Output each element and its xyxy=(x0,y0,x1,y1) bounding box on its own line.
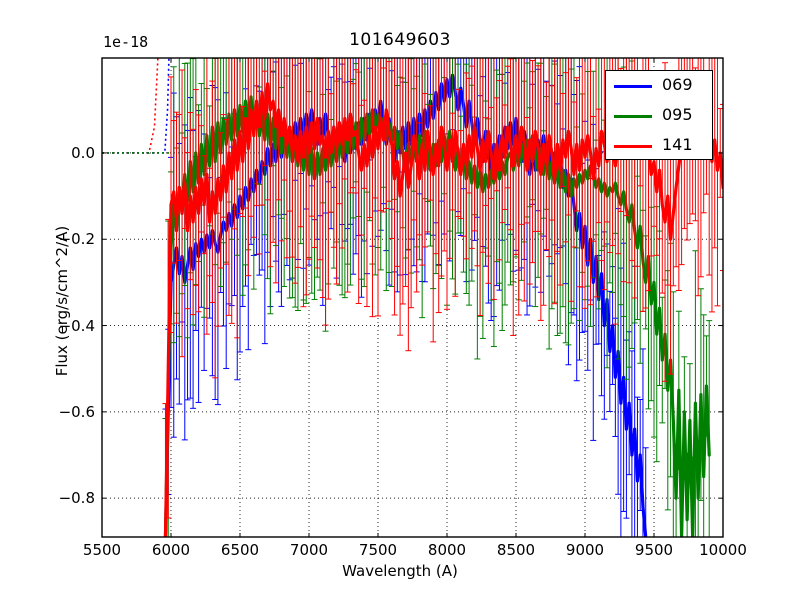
x-tick-label-9: 10000 xyxy=(699,541,747,559)
data-series-group xyxy=(162,58,723,537)
y-tick-label-1: −0.2 xyxy=(58,230,95,249)
y-tick-label-4: −0.8 xyxy=(58,489,95,508)
series-069 xyxy=(162,58,649,537)
x-tick-label-5: 8000 xyxy=(427,541,467,559)
legend-label-141: 141 xyxy=(662,135,693,154)
x-tick-label-7: 9000 xyxy=(565,541,605,559)
x-tick-label-6: 8500 xyxy=(496,541,536,559)
x-tick-label-3: 7000 xyxy=(289,541,329,559)
y-tick-label-0: 0.0 xyxy=(71,143,95,162)
axes-frame xyxy=(101,57,724,538)
y-axis-offset-text: 1e-18 xyxy=(103,33,149,51)
legend-entry-141[interactable]: 141 xyxy=(606,131,714,161)
y-tick-label-2: −0.4 xyxy=(58,316,95,335)
x-tick-label-2: 6500 xyxy=(220,541,260,559)
y-axis-label: Flux (erg/s/cm^2/A) xyxy=(53,225,71,377)
legend-swatch-069 xyxy=(614,85,652,88)
legend-label-095: 095 xyxy=(662,105,693,124)
x-tick-label-1: 6000 xyxy=(151,541,191,559)
x-axis-label: Wavelength (A) xyxy=(342,562,458,580)
x-tick-label-0: 5500 xyxy=(82,541,122,559)
extrapolation-dotted-lines xyxy=(102,58,170,154)
x-tick-label-8: 9500 xyxy=(634,541,674,559)
series-141 xyxy=(162,58,723,537)
legend-swatch-095 xyxy=(614,115,652,118)
x-tick-label-4: 7500 xyxy=(358,541,398,559)
legend-label-069: 069 xyxy=(662,75,693,94)
errorbars-069 xyxy=(162,58,649,537)
y-tick-label-3: −0.6 xyxy=(58,402,95,421)
legend-entry-069[interactable]: 069 xyxy=(606,71,714,101)
tick-marks xyxy=(101,58,724,537)
legend-entry-095[interactable]: 095 xyxy=(606,101,714,131)
legend-box: 069 095 141 xyxy=(605,70,713,160)
plot-title: 101649603 xyxy=(349,30,451,50)
legend-swatch-141 xyxy=(614,145,652,148)
